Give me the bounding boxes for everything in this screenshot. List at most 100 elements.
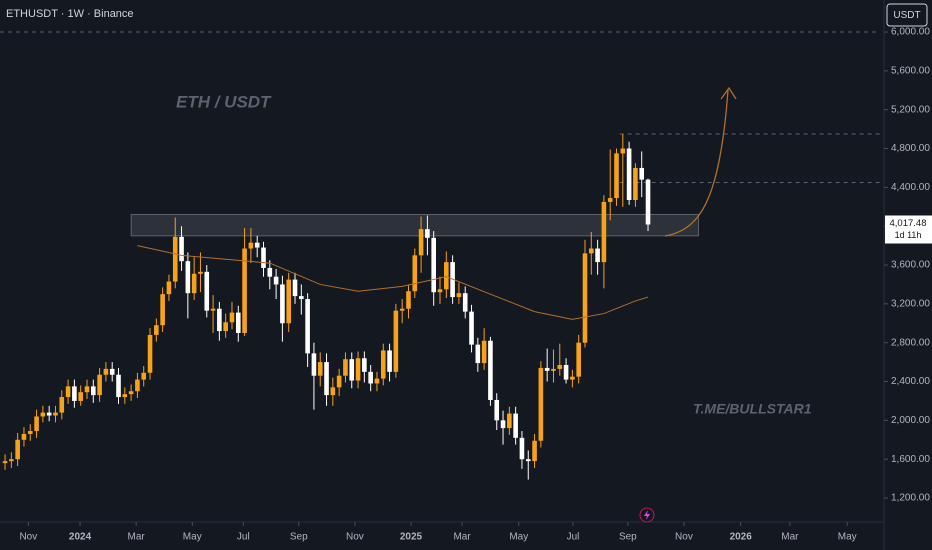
candle-body: [59, 397, 65, 413]
event-icon[interactable]: [639, 507, 655, 523]
candle-body: [563, 365, 569, 380]
candle-body: [198, 271, 203, 274]
x-tick-label: 2026: [730, 532, 753, 543]
candle-body: [90, 386, 96, 396]
candle-body: [53, 412, 58, 416]
candle-body: [481, 340, 487, 364]
candle-body: [299, 296, 304, 300]
candle-body: [317, 362, 323, 376]
candle-body: [15, 439, 20, 460]
x-tick-label: Nov: [675, 532, 693, 543]
candle-body: [418, 229, 424, 256]
candle-body: [614, 153, 619, 199]
candle-body: [595, 248, 600, 263]
x-tick-label: 2025: [400, 532, 423, 543]
candle-body: [557, 365, 563, 369]
candle-body: [72, 386, 77, 401]
candle-body: [2, 461, 8, 464]
x-tick-label: Mar: [128, 532, 146, 543]
candle-body: [185, 261, 191, 294]
candle-body: [78, 392, 83, 401]
moving-average: [137, 245, 649, 320]
candle-body: [330, 387, 336, 396]
candle-body: [355, 358, 361, 381]
candle-body: [532, 440, 537, 462]
y-tick-label: 2,400.00: [891, 376, 930, 387]
candle-body: [475, 344, 481, 364]
candle-body: [576, 342, 581, 377]
candle-body: [607, 198, 613, 202]
currency-label[interactable]: USDT: [893, 10, 920, 21]
candle-body: [135, 379, 140, 392]
candle-body: [431, 237, 436, 293]
candle-body: [601, 201, 607, 263]
projection-arrowhead: [720, 86, 737, 100]
y-tick-label: 3,600.00: [891, 260, 930, 271]
candle-body: [305, 299, 310, 354]
candle-body: [513, 413, 518, 438]
candle-body: [109, 368, 115, 375]
candle-body: [191, 273, 197, 294]
candle-body: [639, 167, 645, 180]
candle-body: [116, 374, 121, 398]
candle-body: [343, 359, 348, 376]
x-tick-label: May: [183, 532, 202, 543]
candle-body: [645, 179, 651, 225]
candle-body: [406, 291, 411, 309]
candle-body: [154, 325, 159, 335]
candle-body: [128, 391, 134, 395]
x-tick-label: May: [838, 532, 857, 543]
candle-body: [412, 255, 418, 292]
candle-body: [425, 229, 430, 238]
candle-body: [84, 386, 90, 393]
x-tick-label: Jul: [567, 532, 580, 543]
candle-body: [519, 437, 525, 460]
y-tick-label: 2,000.00: [891, 415, 930, 426]
candle-body: [122, 394, 128, 398]
plot-area: [0, 31, 880, 480]
candle-body: [399, 308, 405, 311]
candle-body: [40, 412, 46, 417]
last-price-box: [885, 215, 932, 244]
candle-body: [286, 279, 292, 324]
candle-body: [254, 242, 260, 248]
candle-body: [380, 350, 386, 379]
candle-body: [507, 413, 512, 429]
candle-body: [27, 431, 33, 434]
candle-body: [242, 248, 247, 333]
y-tick-label: 1,600.00: [891, 454, 930, 465]
candle-body: [462, 293, 468, 312]
candle-body: [588, 248, 594, 254]
candle-body: [570, 376, 575, 380]
event-bolt[interactable]: [644, 510, 650, 520]
x-tick-label: May: [509, 532, 528, 543]
candle-body: [172, 236, 178, 282]
candle-body: [437, 289, 443, 293]
candle-body: [273, 276, 279, 285]
candle-body: [544, 367, 550, 371]
last-price-label: 4,017.48: [890, 218, 927, 229]
x-tick-label: Mar: [781, 532, 799, 543]
currency-button[interactable]: [886, 3, 928, 27]
candle-body: [494, 399, 500, 421]
countdown: 1d 11h: [895, 230, 922, 240]
y-tick-label: 4,800.00: [891, 143, 930, 154]
candle-body: [235, 312, 241, 333]
candle-body: [292, 279, 298, 297]
candle-body: [65, 386, 71, 398]
candle-body: [217, 308, 222, 332]
x-tick-label: Mar: [453, 532, 471, 543]
candle-body: [349, 359, 355, 381]
candle-body: [97, 374, 102, 396]
candle-body: [626, 148, 632, 200]
x-tick-label: Nov: [19, 532, 37, 543]
candle-body: [166, 281, 172, 295]
y-tick-label: 6,000.00: [891, 27, 930, 38]
candle-body: [21, 433, 27, 440]
candle-body: [311, 353, 317, 376]
y-tick-label: 1,200.00: [891, 493, 930, 504]
candle-body: [261, 247, 266, 268]
candle-body: [147, 334, 153, 373]
